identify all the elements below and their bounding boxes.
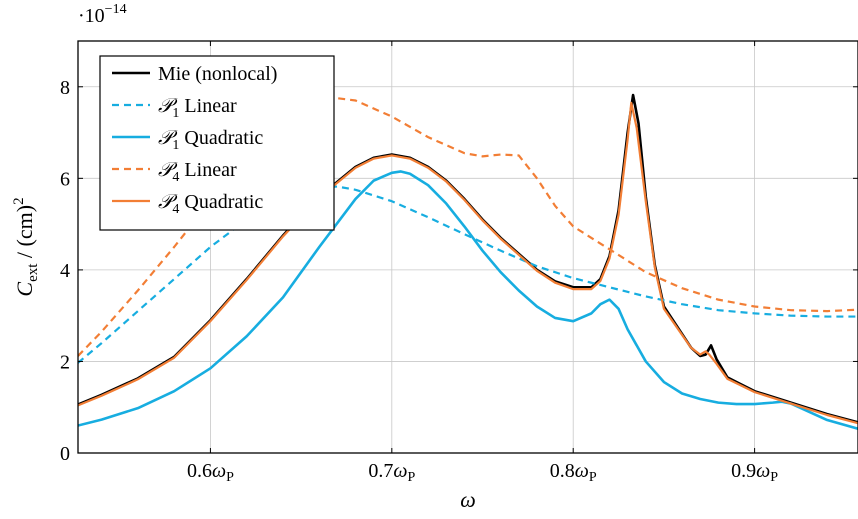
legend-label-text: Mie (nonlocal) [158, 63, 277, 85]
axis-ticks [78, 41, 858, 454]
x-tick-label: 0.7ωP [368, 460, 415, 485]
x-tick-label: 0.8ωP [550, 460, 597, 485]
y-axis-label: Cext / (cm)2 [11, 197, 41, 296]
legend-label-text: Quadratic [179, 127, 263, 149]
y-tick-labels: 0 2 4 6 8 [60, 77, 70, 465]
x-tick-symbol: ω [212, 460, 226, 482]
series-line-2 [78, 170, 858, 431]
legend-label-text: Quadratic [179, 191, 263, 213]
x-tick-number: 0.8 [550, 460, 575, 482]
legend-label-3: 𝒫4 Linear [158, 159, 237, 185]
legend-label-subscript: 1 [172, 138, 179, 153]
legend-label-subscript: 4 [172, 170, 179, 185]
x-tick-subscript: P [770, 470, 778, 485]
x-tick-symbol: ω [756, 460, 770, 482]
x-tick-symbol: ω [575, 460, 589, 482]
y-axis-label-units: / (cm) [12, 205, 37, 264]
legend-label-text: Linear [179, 95, 237, 117]
series-line-1 [78, 185, 858, 364]
x-tick-label: 0.9ωP [731, 460, 778, 485]
x-tick-subscript: P [589, 470, 597, 485]
x-tick-number: 0.6 [187, 460, 212, 482]
plot-frame [77, 40, 858, 454]
y-tick-label: 4 [60, 260, 70, 282]
legend-label-0: Mie (nonlocal) [158, 63, 277, 85]
x-tick-labels: 0.6ωP 0.7ωP 0.8ωP 0.9ωP [187, 460, 778, 485]
x-tick-subscript: P [407, 470, 415, 485]
y-axis-label-subscript: ext [25, 263, 41, 282]
y-multiplier-exponent: −14 [105, 2, 127, 17]
y-tick-label: 0 [60, 443, 70, 465]
x-tick-subscript: P [226, 470, 234, 485]
y-axis-label-main: C [12, 282, 37, 297]
x-tick-number: 0.9 [731, 460, 756, 482]
x-axis-label: ω [460, 487, 476, 512]
y-axis-label-superscript: 2 [11, 197, 27, 205]
legend-label-subscript: 1 [172, 106, 179, 121]
y-multiplier: ·10−14 [78, 2, 127, 27]
y-tick-label: 8 [60, 77, 70, 99]
x-tick-number: 0.7 [368, 460, 393, 482]
y-tick-label: 2 [60, 351, 70, 373]
legend-label-text: Linear [179, 159, 237, 181]
x-tick-label: 0.6ωP [187, 460, 234, 485]
y-multiplier-base: ·10 [78, 5, 105, 27]
legend-label-subscript: 4 [172, 202, 179, 217]
x-tick-symbol: ω [393, 460, 407, 482]
y-tick-label: 6 [60, 168, 70, 190]
